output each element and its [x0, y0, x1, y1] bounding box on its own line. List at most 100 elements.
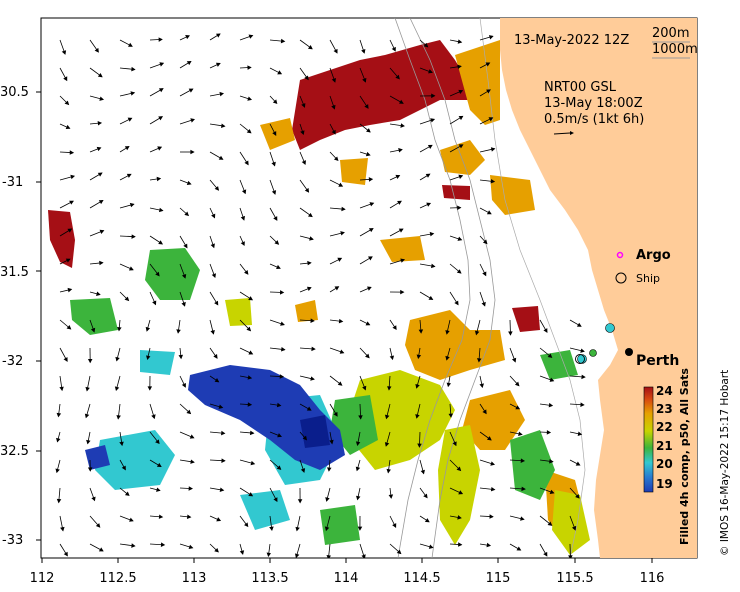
- current-arrow-head: [306, 286, 312, 291]
- current-arrow-head: [239, 550, 245, 555]
- current-arrow-head: [549, 489, 555, 494]
- current-arrow-head: [384, 442, 390, 447]
- current-arrow-head: [67, 287, 73, 293]
- sst-patch-20: [95, 430, 175, 490]
- current-arrow-head: [387, 386, 392, 391]
- current-arrow-head: [397, 200, 402, 205]
- current-arrow-head: [221, 430, 226, 436]
- current-arrow-head: [418, 329, 424, 334]
- current-arrow-head: [94, 47, 99, 53]
- sst-patch-23: [405, 310, 505, 380]
- current-arrow-head: [99, 96, 105, 101]
- current-arrow-head: [63, 76, 68, 82]
- current-arrow-head: [571, 525, 577, 531]
- colorbar-tick: 21: [656, 439, 673, 453]
- mooring-marker-icon: [605, 323, 615, 333]
- current-arrow-head: [129, 517, 134, 522]
- current-arrow-head: [514, 381, 520, 387]
- current-arrow-head: [400, 123, 405, 128]
- current-arrow-head: [128, 42, 133, 47]
- current-arrow-head: [117, 327, 122, 332]
- y-tick-label: 32.5: [0, 444, 29, 459]
- current-arrow-head: [490, 179, 496, 184]
- current-arrow-head: [67, 228, 73, 233]
- current-arrow-head: [326, 467, 332, 472]
- current-arrow-head: [454, 300, 459, 306]
- current-arrow-head: [218, 404, 224, 409]
- current-arrow-head: [157, 146, 163, 151]
- current-arrow-head: [272, 99, 278, 105]
- sst-patch-23: [260, 118, 295, 150]
- current-arrow-head: [389, 355, 395, 361]
- current-arrow-head: [326, 555, 331, 558]
- current-arrow-head: [457, 39, 463, 44]
- current-arrow-head: [490, 461, 496, 466]
- current-arrow-head: [86, 439, 91, 445]
- current-arrow-head: [116, 415, 121, 420]
- current-arrow-head: [337, 381, 343, 386]
- current-arrow-head: [210, 243, 215, 249]
- current-arrow-head: [277, 70, 283, 75]
- current-arrow-head: [186, 60, 192, 66]
- current-arrow-head: [543, 328, 548, 333]
- current-arrow-head: [431, 93, 436, 99]
- current-arrow-head: [576, 322, 582, 327]
- current-arrow-head: [365, 353, 370, 359]
- colorbar-tick: 22: [656, 420, 673, 434]
- current-arrow-head: [85, 386, 90, 392]
- current-arrow-head: [155, 271, 160, 277]
- current-arrow-head: [124, 491, 130, 496]
- current-arrow-head: [248, 492, 254, 497]
- current-arrow-head: [488, 117, 494, 122]
- current-arrow-head: [458, 542, 463, 547]
- current-arrow-head: [479, 383, 484, 389]
- current-model-label: NRT00 GSL: [544, 80, 617, 95]
- current-arrow-head: [457, 515, 462, 520]
- current-arrow-head: [365, 151, 371, 157]
- current-arrow-head: [428, 544, 434, 549]
- current-arrow-head: [221, 458, 226, 463]
- current-arrow-head: [152, 300, 157, 306]
- current-arrow-head: [361, 554, 366, 558]
- current-arrow-head: [337, 257, 343, 262]
- current-arrow-head: [66, 325, 72, 330]
- current-arrow-head: [156, 462, 162, 468]
- current-arrow-head: [458, 174, 464, 179]
- current-arrow-head: [115, 356, 120, 362]
- current-arrow-head: [356, 495, 361, 501]
- current-arrow-head: [392, 325, 397, 331]
- sst-patches: [48, 40, 590, 555]
- current-arrow-head: [482, 239, 488, 245]
- sst-patch-24: [292, 40, 470, 150]
- current-arrows: [55, 33, 586, 558]
- current-arrow-head: [341, 206, 346, 212]
- current-arrow-head: [211, 273, 216, 278]
- current-arrow-head: [240, 215, 245, 221]
- current-arrow-head: [458, 115, 464, 121]
- current-arrow-head: [186, 180, 192, 185]
- current-arrow-head: [396, 549, 402, 555]
- current-arrow-head: [127, 117, 133, 122]
- x-tick-label: 114: [334, 571, 359, 586]
- colorbar-tick: 19: [656, 477, 673, 491]
- current-arrow-head: [276, 465, 282, 470]
- current-arrow-head: [302, 435, 308, 441]
- current-arrow-head: [508, 331, 513, 336]
- current-arrow-head: [456, 269, 462, 274]
- current-arrow-head: [365, 321, 371, 326]
- current-arrow-head: [99, 229, 105, 234]
- current-arrow-head: [121, 465, 126, 471]
- current-arrow-head: [423, 493, 428, 499]
- current-arrow-head: [309, 236, 314, 241]
- current-arrow-head: [490, 147, 496, 152]
- current-arrow-head: [219, 91, 225, 97]
- current-arrow-head: [214, 378, 220, 383]
- current-arrow-head: [457, 64, 462, 70]
- current-arrow-head: [244, 522, 249, 528]
- current-arrow-head: [386, 468, 391, 474]
- current-arrow-head: [155, 439, 160, 445]
- sst-patch-22: [350, 370, 455, 470]
- current-arrow-head: [307, 45, 313, 50]
- current-arrow-head: [246, 326, 252, 332]
- current-arrow-head: [181, 382, 186, 388]
